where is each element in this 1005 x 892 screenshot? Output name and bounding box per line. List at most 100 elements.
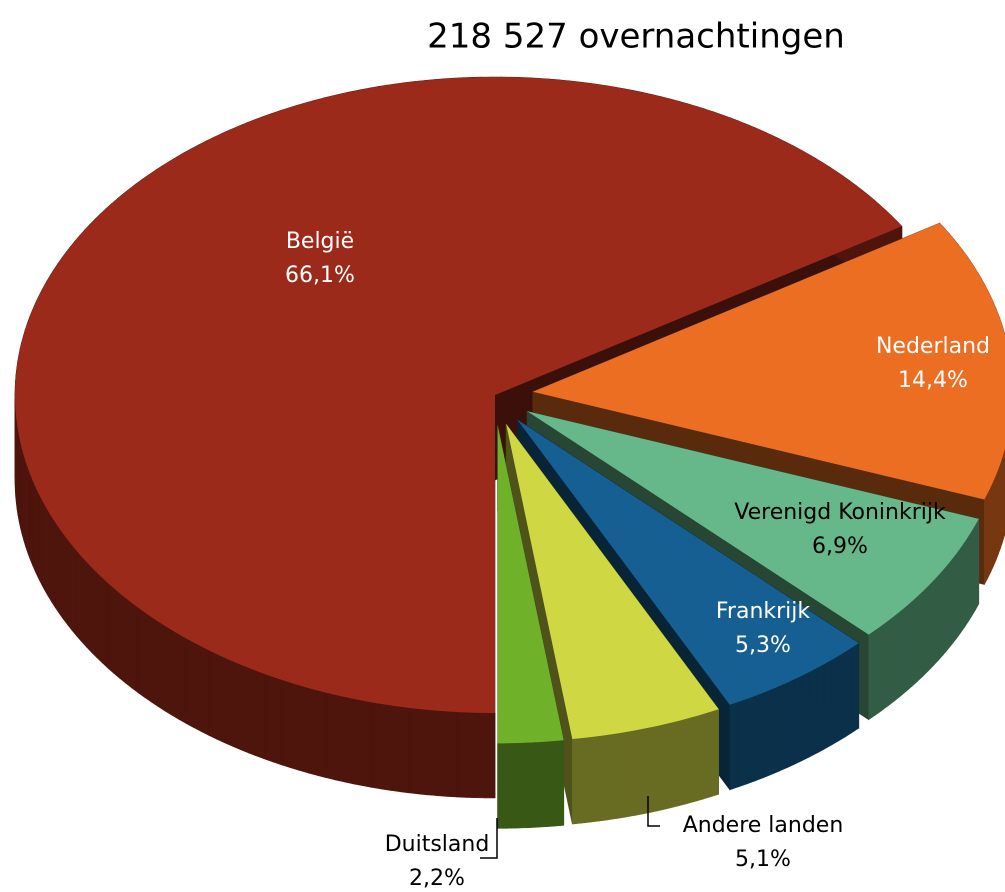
slice-side bbox=[516, 742, 527, 829]
slice-side bbox=[831, 655, 839, 746]
slice-side bbox=[399, 706, 410, 794]
slice-side bbox=[343, 696, 354, 785]
slice-side bbox=[794, 675, 803, 765]
slice-side bbox=[710, 708, 719, 798]
slice-side bbox=[927, 580, 934, 672]
slice-label: België bbox=[286, 229, 354, 254]
slice-side bbox=[144, 611, 152, 703]
slice-side bbox=[905, 600, 913, 693]
slice-side bbox=[91, 566, 98, 659]
slice-side bbox=[942, 563, 948, 656]
slice-side bbox=[178, 633, 187, 724]
slice-side bbox=[762, 689, 772, 779]
slice bbox=[506, 424, 719, 740]
slice-side bbox=[987, 487, 991, 579]
slice-side bbox=[256, 670, 266, 760]
slice-side bbox=[390, 705, 401, 793]
leader-line bbox=[647, 796, 660, 827]
slice-side bbox=[418, 708, 429, 796]
chart-title: 218 527 overnachtingen bbox=[427, 17, 845, 57]
slice-side bbox=[446, 711, 458, 798]
slice-side bbox=[874, 624, 883, 716]
slice-side bbox=[497, 742, 508, 829]
slice-side bbox=[960, 541, 965, 634]
slice-side bbox=[308, 687, 318, 776]
slice-side bbox=[937, 569, 944, 662]
slice-side bbox=[67, 538, 73, 632]
slice-value-label: 5,3% bbox=[735, 633, 791, 658]
slice-side bbox=[887, 615, 895, 707]
slice-side bbox=[107, 582, 114, 674]
slice-side bbox=[786, 678, 795, 769]
pie bbox=[14, 76, 1005, 829]
slice-side bbox=[816, 663, 825, 754]
slice-side bbox=[893, 610, 901, 702]
slice-side bbox=[917, 590, 924, 683]
slice-side bbox=[38, 492, 42, 585]
slice-side bbox=[273, 676, 283, 766]
slice-side bbox=[86, 561, 92, 654]
slice-side bbox=[427, 709, 438, 797]
slice-side bbox=[911, 595, 918, 688]
slice bbox=[15, 76, 902, 713]
slice-side bbox=[685, 716, 695, 805]
slice bbox=[527, 411, 979, 635]
slice-side bbox=[224, 657, 233, 747]
slice-value-label: 5,1% bbox=[735, 847, 791, 872]
slice-side bbox=[35, 486, 39, 579]
slice-side bbox=[157, 620, 166, 712]
slice-side bbox=[992, 475, 997, 567]
slice-side bbox=[44, 503, 49, 597]
slice-side bbox=[737, 698, 747, 788]
slice-side bbox=[76, 550, 82, 643]
slice-side bbox=[607, 733, 618, 821]
slice-side bbox=[729, 701, 739, 791]
slice-side bbox=[208, 649, 217, 740]
slice-side bbox=[325, 692, 336, 781]
slice-side bbox=[25, 462, 29, 554]
slice-value-label: 66,1% bbox=[285, 263, 355, 288]
slice-side bbox=[922, 585, 929, 677]
slice-side bbox=[150, 616, 159, 707]
slice-side bbox=[193, 641, 202, 732]
slice-side bbox=[702, 711, 711, 800]
slice-side bbox=[544, 740, 555, 828]
slice-side bbox=[248, 667, 258, 757]
slice-side bbox=[580, 736, 591, 824]
slice-side bbox=[171, 629, 180, 720]
slice-side bbox=[754, 692, 764, 782]
slice-side bbox=[746, 695, 755, 785]
slice-side bbox=[951, 552, 957, 645]
slice-side bbox=[51, 515, 56, 609]
slice-side bbox=[41, 498, 45, 591]
slice-label: Verenigd Koninkrijk bbox=[734, 500, 946, 525]
leader-line bbox=[480, 818, 498, 859]
slice-side bbox=[823, 659, 832, 750]
slice-side bbox=[71, 544, 77, 637]
slice-side bbox=[1000, 457, 1003, 549]
slice-side bbox=[899, 605, 907, 697]
slice-label: Frankrijk bbox=[716, 599, 811, 624]
slice-label: Nederland bbox=[876, 334, 990, 359]
slice-side bbox=[984, 493, 988, 585]
slice bbox=[497, 425, 564, 744]
slice-side bbox=[851, 642, 860, 734]
slice-side bbox=[838, 651, 846, 742]
slice-side bbox=[185, 637, 194, 728]
slice-side bbox=[809, 667, 818, 758]
slice-side bbox=[598, 734, 609, 822]
slice-side bbox=[437, 710, 448, 797]
slice-side bbox=[113, 587, 120, 679]
slice-side bbox=[240, 664, 249, 754]
slice-side bbox=[101, 577, 109, 669]
slice-side bbox=[676, 718, 686, 807]
slice-side bbox=[572, 737, 582, 825]
slice-side bbox=[975, 517, 980, 611]
slice-side bbox=[32, 480, 36, 572]
slice-side bbox=[554, 739, 565, 827]
slice-side bbox=[990, 481, 994, 573]
slice-label: Duitsland bbox=[385, 832, 490, 857]
slice bbox=[517, 419, 859, 705]
slice-side bbox=[216, 653, 225, 744]
